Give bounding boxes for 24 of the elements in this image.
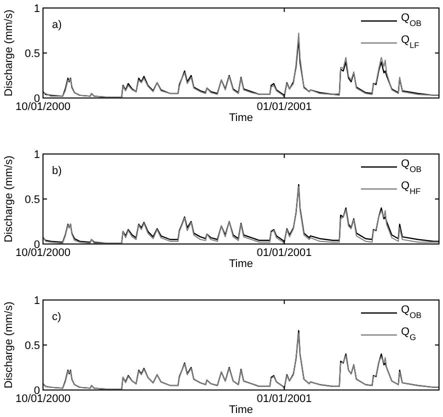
annotation: c) [52, 311, 62, 323]
x-axis-title: Time [228, 404, 254, 416]
x-tick-label: 01/01/2001 [256, 393, 312, 405]
x-tick-label: 01/01/2001 [256, 247, 312, 259]
y-tick-label: 0.5 [24, 48, 40, 60]
y-axis-title: Discharge (mm/s) [3, 156, 15, 242]
x-axis-title: Time [228, 112, 254, 124]
legend-label: Q$_{HF}$ [401, 180, 421, 196]
x-tick-label: 01/01/2001 [256, 101, 312, 113]
legend-label: Q$_{OB}$ [401, 12, 422, 28]
y-tick-label: 1 [34, 3, 40, 15]
legend-label: Q$_{G}$ [401, 326, 416, 342]
legend-label: Q$_{LF}$ [401, 34, 420, 50]
legend-label: Q$_{OB}$ [401, 304, 422, 320]
y-tick-label: 0.5 [24, 340, 40, 352]
y-tick-label: 1 [34, 149, 40, 161]
y-axis-title: Discharge (mm/s) [3, 10, 15, 96]
annotation: b) [52, 165, 62, 177]
y-tick-label: 1 [34, 295, 40, 307]
x-axis-title: Time [228, 258, 254, 270]
y-tick-label: 0.5 [24, 194, 40, 206]
legend-label: Q$_{OB}$ [401, 158, 422, 174]
y-axis-title: Discharge (mm/s) [3, 302, 15, 388]
annotation: a) [52, 19, 62, 31]
